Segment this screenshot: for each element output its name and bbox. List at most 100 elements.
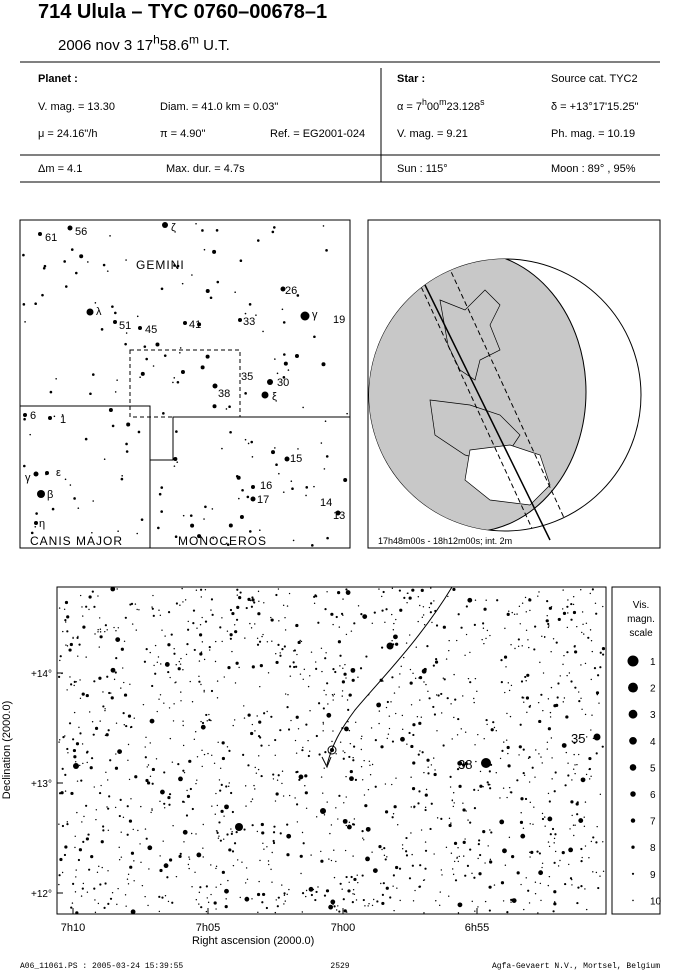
- star: [412, 733, 415, 737]
- star: [388, 727, 391, 730]
- star: [329, 832, 331, 835]
- star: [361, 830, 364, 833]
- star: [64, 845, 68, 849]
- star: [469, 821, 472, 824]
- star: [84, 437, 88, 441]
- planet-path: [326, 586, 453, 766]
- star: [250, 800, 252, 803]
- star: [215, 229, 219, 232]
- star: [130, 725, 133, 729]
- star: [65, 621, 67, 623]
- star: [123, 693, 128, 697]
- star: [99, 628, 102, 630]
- star: [339, 665, 341, 667]
- star: [391, 816, 394, 819]
- star: [97, 595, 99, 597]
- star: [260, 744, 263, 747]
- star: [199, 652, 203, 656]
- star: [286, 853, 290, 857]
- star: [258, 880, 260, 883]
- star: [60, 791, 64, 795]
- star: [385, 608, 388, 611]
- star: [219, 626, 222, 629]
- star: [66, 689, 68, 691]
- star: [376, 900, 379, 903]
- star: [566, 605, 569, 608]
- star: [134, 775, 138, 779]
- star: [529, 704, 532, 707]
- star: [272, 841, 276, 845]
- star: [601, 745, 604, 748]
- scale-dot: [630, 818, 636, 823]
- star: [207, 752, 209, 755]
- star: [370, 727, 373, 729]
- star: [127, 873, 130, 876]
- star: [127, 883, 130, 885]
- star: [74, 891, 77, 893]
- star: [81, 743, 84, 745]
- star: [353, 877, 357, 882]
- star: [351, 678, 355, 682]
- star: [262, 842, 264, 844]
- star: [430, 802, 433, 805]
- star: [313, 602, 316, 605]
- star: [98, 865, 100, 868]
- star: [456, 768, 460, 771]
- star: [228, 405, 231, 409]
- star: [66, 630, 69, 633]
- star: [283, 353, 286, 356]
- star: [94, 726, 99, 730]
- star: [381, 901, 385, 906]
- star: [173, 465, 176, 467]
- star: [145, 778, 149, 783]
- star: [428, 697, 431, 700]
- star: [507, 682, 510, 684]
- star: [451, 868, 454, 870]
- star: [429, 827, 432, 831]
- star: [254, 788, 256, 790]
- scale-label: 5: [650, 763, 656, 774]
- star: [226, 833, 229, 836]
- star: [570, 602, 573, 606]
- star: [551, 827, 555, 831]
- star-label: 14: [320, 497, 332, 509]
- star: [221, 870, 225, 874]
- star: [211, 508, 214, 510]
- star: [436, 730, 438, 732]
- star: [251, 596, 254, 599]
- star: [177, 763, 180, 766]
- star: [602, 870, 605, 872]
- bright-star: [113, 320, 117, 324]
- star: [215, 908, 217, 910]
- star: [233, 842, 237, 845]
- star: [346, 911, 348, 913]
- star: [305, 895, 307, 898]
- star: [442, 744, 445, 747]
- star: [460, 626, 463, 629]
- star: [124, 616, 127, 619]
- star: [428, 606, 431, 609]
- star: [179, 852, 182, 855]
- star: [474, 910, 476, 912]
- star: [247, 597, 251, 601]
- star: [537, 912, 539, 914]
- star: [278, 472, 280, 475]
- star: [174, 682, 176, 684]
- star: [114, 671, 117, 674]
- star: [453, 860, 456, 863]
- star: [122, 816, 125, 819]
- star: [529, 801, 532, 804]
- star: [210, 864, 212, 866]
- star: [561, 608, 564, 610]
- star: [227, 879, 229, 882]
- x-axis-label: Right ascension (2000.0): [192, 935, 314, 947]
- star: [458, 855, 460, 858]
- star: [540, 899, 542, 902]
- star: [572, 603, 575, 606]
- star: [550, 650, 552, 653]
- star: [360, 748, 363, 751]
- star: [146, 766, 148, 768]
- star: [275, 593, 278, 597]
- star: [76, 811, 78, 814]
- star: [184, 599, 187, 601]
